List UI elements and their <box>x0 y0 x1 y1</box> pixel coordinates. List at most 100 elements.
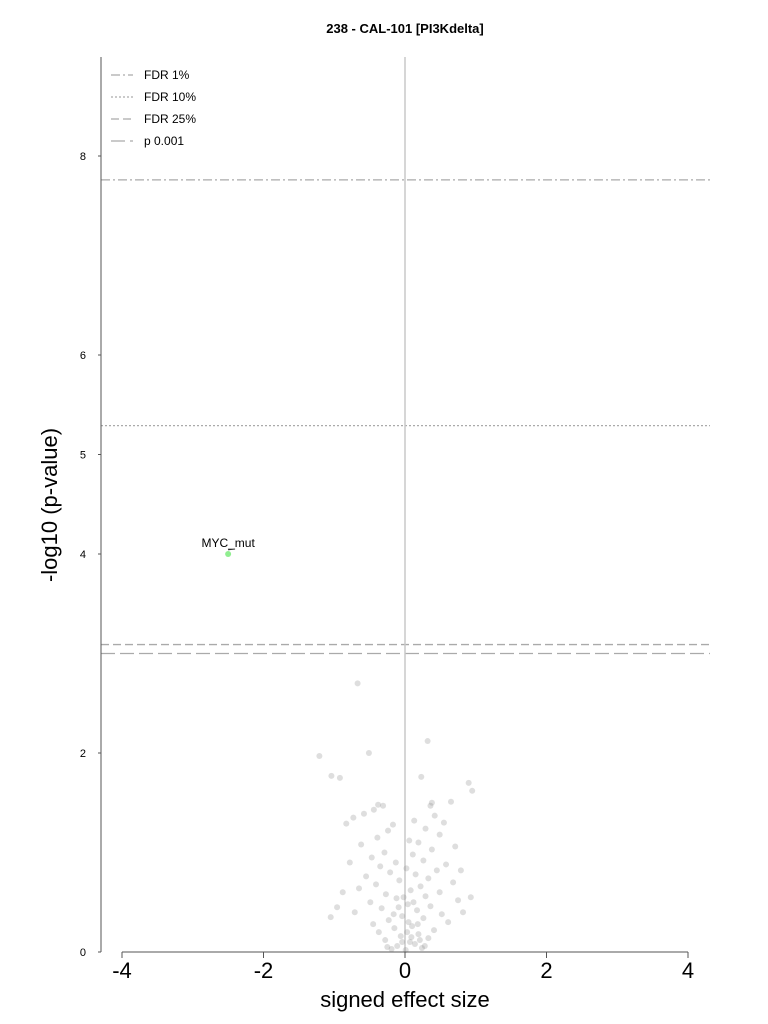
data-point <box>436 831 443 838</box>
x-tick-label: 4 <box>682 958 694 983</box>
data-point <box>393 895 400 902</box>
data-point <box>415 839 422 846</box>
data-point <box>421 943 428 950</box>
legend-label: FDR 25% <box>144 112 196 126</box>
data-point <box>356 885 363 892</box>
data-point <box>380 802 387 809</box>
data-point <box>469 787 476 794</box>
data-point <box>396 877 403 884</box>
data-point <box>452 843 459 850</box>
data-point <box>346 859 353 866</box>
x-axis-label: signed effect size <box>320 987 490 1012</box>
data-point <box>422 825 429 832</box>
data-point <box>403 865 410 872</box>
data-point <box>431 812 438 819</box>
data-point <box>409 923 416 930</box>
data-point <box>360 810 367 817</box>
y-tick-label: 0 <box>80 947 86 959</box>
data-point <box>412 871 419 878</box>
data-point <box>422 893 429 900</box>
data-point <box>450 879 457 886</box>
data-point <box>467 894 474 901</box>
data-point <box>406 939 413 946</box>
data-point <box>415 931 422 938</box>
data-point <box>404 901 411 908</box>
x-tick-label: -2 <box>254 958 274 983</box>
data-point <box>388 946 395 953</box>
legend: FDR 1% FDR 10% FDR 25% p 0.001 <box>111 68 196 148</box>
data-point <box>436 889 443 896</box>
data-point <box>367 899 374 906</box>
data-point <box>381 849 388 856</box>
data-point <box>350 814 357 821</box>
data-point <box>370 921 377 928</box>
highlight-point <box>225 551 232 557</box>
x-tick-label: -4 <box>112 958 132 983</box>
data-point <box>372 881 379 888</box>
data-point <box>440 819 447 826</box>
data-point <box>397 933 404 940</box>
data-point <box>385 917 392 924</box>
data-point <box>358 841 365 848</box>
data-point <box>385 827 392 834</box>
data-point <box>382 937 389 944</box>
data-point <box>425 935 432 942</box>
data-point <box>443 861 450 868</box>
data-point <box>404 929 411 936</box>
data-point <box>427 903 434 910</box>
data-point <box>411 817 418 824</box>
data-point <box>407 887 414 894</box>
data-point <box>343 820 350 827</box>
data-point <box>399 913 406 920</box>
data-point <box>414 921 421 928</box>
data-point <box>408 934 415 941</box>
y-tick-label: 4 <box>80 549 86 561</box>
data-point <box>327 914 334 921</box>
data-point <box>431 927 438 934</box>
y-axis-label: -log10 (p-value) <box>37 428 62 582</box>
data-point <box>375 801 382 808</box>
legend-label: FDR 10% <box>144 90 196 104</box>
data-point <box>460 909 467 916</box>
data-point <box>328 772 335 779</box>
legend-label: FDR 1% <box>144 68 190 82</box>
data-point <box>382 891 389 898</box>
y-ticks: 0 2 4 5 6 8 <box>80 151 101 959</box>
data-point <box>420 915 427 922</box>
data-point <box>438 911 445 918</box>
data-point <box>377 863 384 870</box>
data-point <box>365 750 372 756</box>
data-point <box>394 943 401 950</box>
legend-label: p 0.001 <box>144 134 184 148</box>
data-point <box>378 905 385 912</box>
data-point <box>405 919 412 926</box>
x-ticks: -4 -2 0 2 4 <box>112 952 694 983</box>
data-point <box>363 873 370 880</box>
data-point <box>433 867 440 874</box>
annotation-leader <box>228 548 236 551</box>
x-tick-label: 0 <box>399 958 411 983</box>
data-point <box>411 941 418 948</box>
data-point <box>425 875 432 882</box>
data-point <box>392 859 399 866</box>
data-point <box>447 798 454 805</box>
y-tick-label: 5 <box>80 450 86 462</box>
data-point <box>351 909 358 916</box>
data-point <box>416 937 423 944</box>
data-point <box>395 904 402 911</box>
data-point <box>428 846 435 853</box>
data-point <box>420 857 427 864</box>
data-point <box>418 945 425 952</box>
x-tick-label: 2 <box>540 958 552 983</box>
data-point <box>390 911 397 918</box>
data-point <box>387 869 394 876</box>
data-point <box>384 944 391 951</box>
data-point <box>354 680 361 687</box>
data-point <box>409 851 416 858</box>
data-point <box>418 773 425 780</box>
data-point <box>368 854 375 861</box>
y-tick-label: 6 <box>80 350 86 362</box>
chart-title: 238 - CAL-101 [PI3Kdelta] <box>326 21 484 36</box>
data-point <box>389 821 396 828</box>
